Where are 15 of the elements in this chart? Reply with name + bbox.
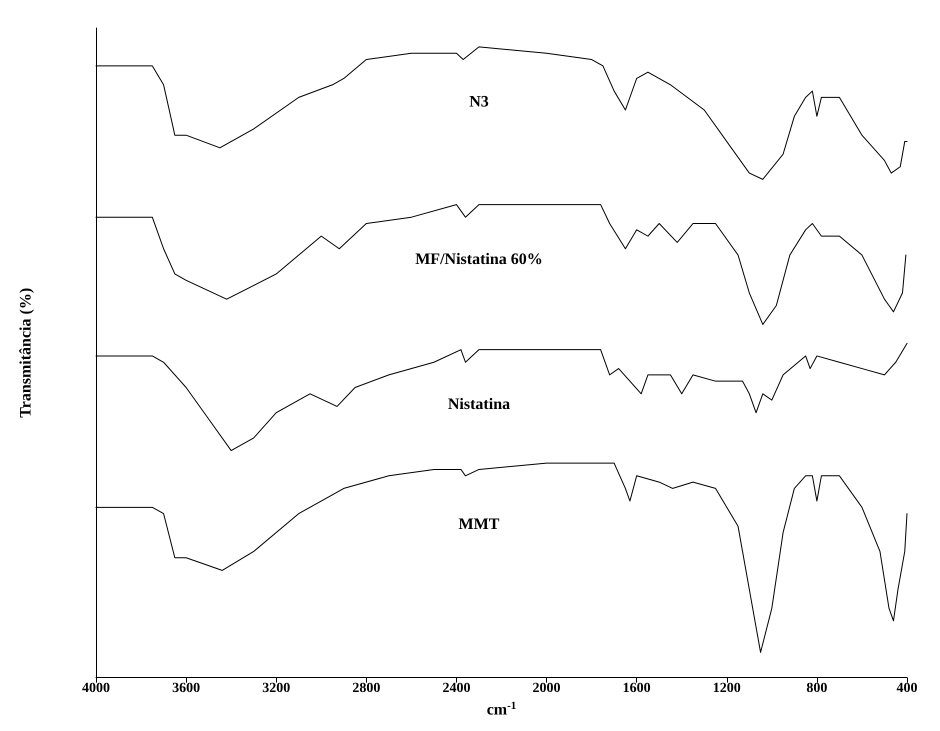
x-tick-label: 4000 (82, 681, 110, 696)
x-tick-label: 2000 (532, 681, 561, 696)
x-tick-label: 1200 (712, 681, 741, 696)
text: MMT (458, 516, 500, 533)
text: Nistatina (448, 396, 510, 414)
text: N3 (469, 93, 489, 110)
x-tick-label: 1600 (622, 681, 651, 696)
x-tick-label: 3600 (172, 681, 200, 696)
x-tick-label: 2400 (442, 681, 470, 696)
y-axis-title: Transmitância (%) (18, 288, 34, 418)
x-tick-label: 2800 (352, 681, 380, 696)
x-tick-label: 800 (806, 681, 828, 696)
x-tick-label: 3200 (262, 681, 290, 696)
text: MF/Nistatina 60% (415, 251, 543, 268)
x-tick-label: 400 (896, 681, 918, 696)
